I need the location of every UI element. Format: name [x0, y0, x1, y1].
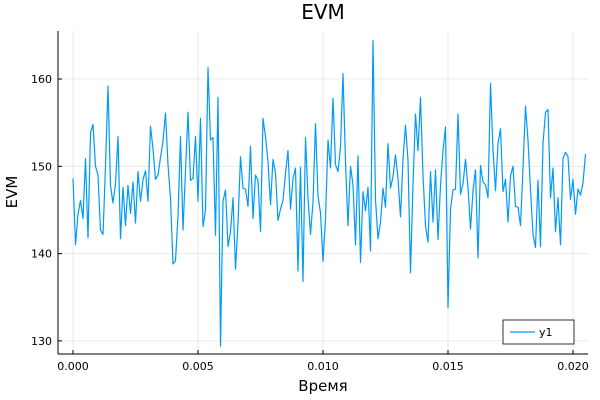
y-tick-label: 160 [31, 73, 52, 86]
series-line-y1 [72, 39, 587, 347]
legend: y1 [502, 319, 575, 345]
y-tick-label: 130 [31, 335, 52, 348]
chart-title: EVM [301, 0, 345, 24]
x-tick-label: 0.015 [432, 360, 464, 373]
axes [57, 31, 588, 355]
legend-label-y1: y1 [539, 326, 553, 339]
x-tick-label: 0.000 [57, 360, 89, 373]
y-axis-title: EVM [3, 176, 21, 209]
tick-labels: 0.000 0.005 0.010 0.015 0.020 130 140 150 160 [31, 73, 589, 373]
x-tick-label: 0.005 [182, 360, 214, 373]
x-axis-title: Время [298, 377, 347, 395]
series-layer [72, 39, 587, 347]
x-tick-label: 0.010 [307, 360, 339, 373]
x-tick-label: 0.020 [557, 360, 589, 373]
y-tick-label: 150 [31, 160, 52, 173]
y-tick-label: 140 [31, 248, 52, 261]
